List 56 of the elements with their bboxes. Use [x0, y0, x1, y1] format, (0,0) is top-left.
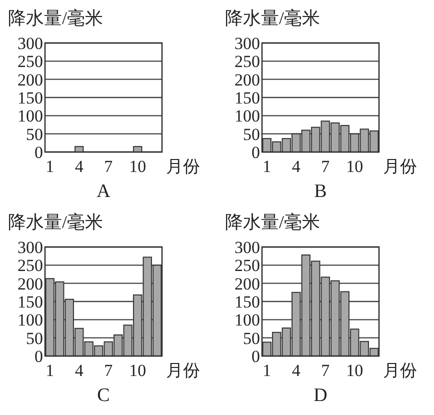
y-tick-label: 250 [234, 52, 260, 72]
x-axis-title: 月份 [166, 361, 200, 380]
y-tick-label: 100 [234, 106, 260, 126]
y-tick-label: 100 [18, 310, 43, 330]
x-tick-label: 1 [46, 361, 54, 380]
y-tick-label: 200 [18, 70, 43, 90]
y-tick-label: 150 [234, 88, 260, 108]
x-tick-label: 4 [74, 157, 84, 176]
y-axis-title: 降水量/毫米 [8, 8, 104, 28]
x-tick-label: 1 [46, 157, 54, 176]
y-axis-title: 降水量/毫米 [225, 212, 320, 232]
y-tick-label: 300 [18, 238, 43, 257]
x-tick-label: 4 [292, 361, 301, 380]
y-tick-label: 0 [34, 143, 43, 162]
x-tick-label: 7 [104, 361, 114, 380]
y-tick-label: 150 [234, 292, 260, 312]
x-tick-label: 10 [129, 361, 146, 380]
y-tick-label: 200 [18, 274, 43, 294]
y-axis-title: 降水量/毫米 [225, 8, 320, 28]
y-tick-label: 300 [234, 238, 260, 257]
y-tick-label: 150 [18, 88, 43, 108]
x-tick-label: 7 [321, 157, 330, 176]
y-tick-label: 250 [234, 256, 260, 276]
x-tick-label: 7 [321, 361, 330, 380]
y-tick-label: 0 [252, 143, 260, 162]
y-axis-title: 降水量/毫米 [8, 212, 104, 232]
y-tick-label: 100 [234, 310, 260, 330]
y-tick-label: 0 [34, 347, 43, 366]
y-tick-label: 250 [18, 256, 43, 276]
x-tick-label: 10 [346, 361, 364, 380]
text: A [96, 181, 111, 202]
y-tick-label: 50 [26, 124, 43, 144]
x-tick-label: 1 [262, 157, 272, 176]
x-axis-title: 月份 [383, 157, 417, 176]
y-tick-label: 100 [18, 106, 43, 126]
y-tick-label: 50 [26, 328, 43, 348]
text: C [97, 385, 110, 406]
x-axis-title: 月份 [166, 157, 200, 176]
x-tick-label: 7 [104, 157, 114, 176]
text: D [314, 385, 328, 406]
y-tick-label: 250 [18, 52, 43, 72]
x-tick-label: 1 [262, 361, 272, 380]
text: B [314, 181, 327, 202]
y-tick-label: 0 [252, 347, 260, 366]
x-tick-label: 4 [74, 361, 84, 380]
x-tick-label: 10 [129, 157, 146, 176]
y-tick-label: 150 [18, 292, 43, 312]
y-tick-label: 200 [234, 274, 260, 294]
y-tick-label: 300 [234, 34, 260, 53]
y-tick-label: 300 [18, 34, 43, 53]
x-tick-label: 4 [292, 157, 301, 176]
x-tick-label: 10 [346, 157, 364, 176]
y-tick-label: 200 [234, 70, 260, 90]
y-tick-label: 50 [243, 328, 260, 348]
x-axis-title: 月份 [383, 361, 417, 380]
y-tick-label: 50 [243, 124, 260, 144]
